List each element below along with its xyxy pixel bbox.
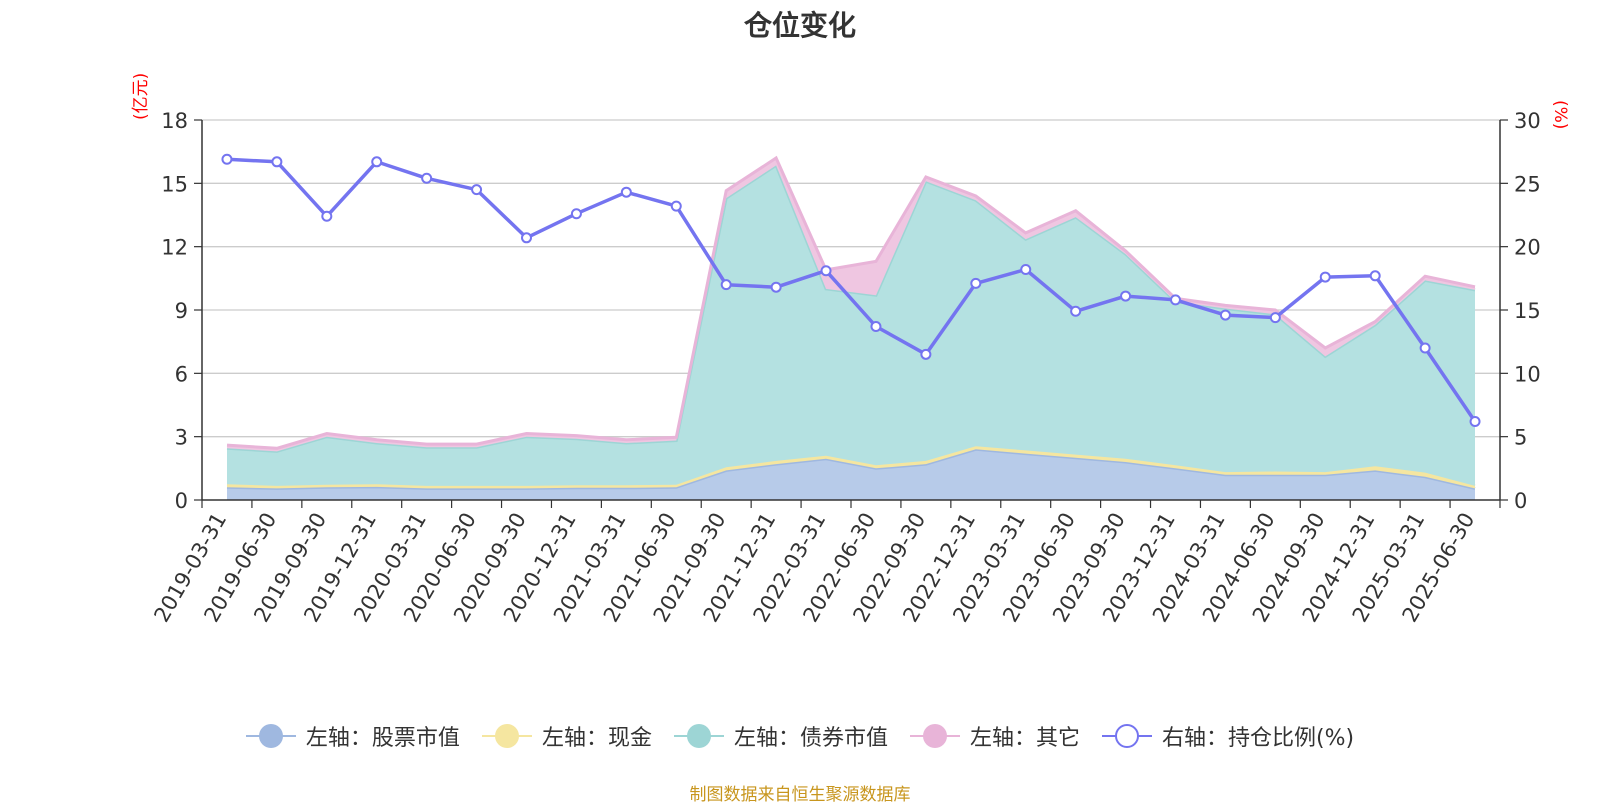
legend: 左轴：股票市值 左轴：现金 左轴：债券市值 左轴：其它 右轴：持仓比例(%) xyxy=(0,720,1600,752)
ratio-point xyxy=(321,210,333,222)
ratio-point xyxy=(820,265,832,277)
legend-item-2[interactable]: 左轴：债券市值 xyxy=(673,720,888,752)
ratio-point xyxy=(371,156,383,168)
position-ratio-line xyxy=(221,153,1481,427)
ratio-point xyxy=(1269,312,1281,324)
left-tick-label: 6 xyxy=(175,362,188,386)
left-tick-label: 12 xyxy=(161,236,188,260)
legend-label: 左轴：债券市值 xyxy=(733,726,888,751)
left-tick-label: 15 xyxy=(161,172,188,196)
left-tick-label: 18 xyxy=(161,109,188,133)
legend-item-1[interactable]: 左轴：现金 xyxy=(481,720,652,752)
right-tick-label: 15 xyxy=(1514,299,1541,323)
ratio-point xyxy=(421,172,433,184)
legend-item-3[interactable]: 左轴：其它 xyxy=(909,720,1080,752)
left-tick-label: 0 xyxy=(175,489,188,513)
right-tick-label: 5 xyxy=(1514,426,1527,450)
left-axis-unit: (亿元) xyxy=(131,72,151,120)
legend-label: 左轴：其它 xyxy=(969,726,1080,751)
ratio-point xyxy=(221,153,233,165)
legend-label: 左轴：现金 xyxy=(541,726,652,751)
legend-swatch xyxy=(1101,723,1152,749)
data-source-note: 制图数据来自恒生聚源数据库 xyxy=(689,785,911,805)
left-tick-label: 3 xyxy=(175,426,188,450)
legend-item-0[interactable]: 左轴：股票市值 xyxy=(245,720,460,752)
left-tick-label: 9 xyxy=(175,299,188,323)
legend-swatch xyxy=(673,723,724,749)
area-series-0 xyxy=(227,449,1475,500)
ratio-point xyxy=(620,186,632,198)
ratio-point xyxy=(920,348,932,360)
legend-label: 右轴：持仓比例(%) xyxy=(1161,726,1355,751)
ratio-line-path xyxy=(226,157,1477,423)
ratio-point xyxy=(1120,290,1132,302)
ratio-point xyxy=(1319,271,1331,283)
legend-swatch xyxy=(245,723,296,749)
right-tick-label: 10 xyxy=(1514,362,1541,386)
ratio-point xyxy=(1469,415,1481,427)
ratio-point xyxy=(1419,342,1431,354)
stacked-areas xyxy=(226,155,1476,500)
ratio-point xyxy=(1020,263,1032,275)
ratio-point xyxy=(471,184,483,196)
ratio-point xyxy=(1219,309,1231,321)
right-tick-label: 25 xyxy=(1514,172,1541,196)
right-axis-unit: (%) xyxy=(1550,100,1570,130)
ratio-point xyxy=(570,208,582,220)
ratio-point xyxy=(1170,294,1181,306)
legend-item-4[interactable]: 右轴：持仓比例(%) xyxy=(1101,720,1355,752)
area-edge-3 xyxy=(226,155,1476,450)
ratio-point xyxy=(1070,305,1082,317)
ratio-point xyxy=(521,232,532,244)
ratio-point xyxy=(870,320,882,332)
right-tick-label: 20 xyxy=(1514,236,1541,260)
right-tick-label: 0 xyxy=(1514,489,1527,513)
ratio-point xyxy=(720,279,732,291)
legend-swatch xyxy=(481,723,532,749)
ratio-point xyxy=(970,277,982,289)
right-tick-label: 30 xyxy=(1514,109,1541,133)
chart-title: 仓位变化 xyxy=(743,9,856,42)
ratio-point xyxy=(670,200,682,212)
ratio-point xyxy=(1369,270,1381,282)
legend-label: 左轴：股票市值 xyxy=(305,726,460,751)
legend-swatch xyxy=(909,723,960,749)
area-series-2 xyxy=(227,165,1475,486)
ratio-point xyxy=(271,156,283,168)
ratio-point xyxy=(770,281,782,293)
